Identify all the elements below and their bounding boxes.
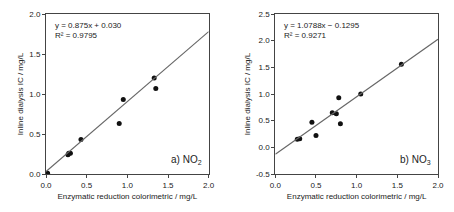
svg-text:0.5: 0.5 [81, 181, 93, 190]
svg-text:Inline dialysis IC / mg/L: Inline dialysis IC / mg/L [243, 52, 252, 135]
svg-text:1.0: 1.0 [122, 181, 134, 190]
svg-text:Enzymatic reduction colorimetr: Enzymatic reduction colorimetric / mg/L [58, 192, 198, 201]
svg-text:1.0: 1.0 [351, 181, 363, 190]
svg-text:1.5: 1.5 [29, 50, 41, 59]
svg-text:1.5: 1.5 [392, 181, 404, 190]
svg-text:2.0: 2.0 [203, 181, 215, 190]
svg-text:0.0: 0.0 [29, 170, 41, 179]
svg-text:Enzymatic reduction colorimetr: Enzymatic reduction colorimetric / mg/L [287, 192, 427, 201]
svg-text:1.5: 1.5 [162, 181, 174, 190]
svg-text:1.5: 1.5 [259, 63, 271, 72]
svg-text:2.0: 2.0 [259, 36, 271, 45]
svg-text:0.0: 0.0 [270, 181, 282, 190]
svg-text:2.0: 2.0 [29, 10, 41, 19]
svg-text:b) NO​3​: b) NO​3​ [400, 154, 431, 166]
svg-text:Inline dialysis IC / mg/L: Inline dialysis IC / mg/L [16, 52, 25, 135]
svg-text:0.5: 0.5 [259, 116, 271, 125]
svg-text:1.0: 1.0 [259, 90, 271, 99]
svg-text:2.5: 2.5 [259, 10, 271, 19]
svg-text:0.0: 0.0 [40, 181, 52, 190]
svg-text:2.0: 2.0 [432, 181, 444, 190]
svg-text:1.0: 1.0 [29, 90, 41, 99]
svg-text:0.5: 0.5 [310, 181, 322, 190]
svg-text:a) NO​2​: a) NO​2​ [171, 154, 202, 166]
svg-text:0.0: 0.0 [259, 143, 271, 152]
svg-text:y = 0.875x + 0.030R² = 0.9795: y = 0.875x + 0.030R² = 0.9795 [55, 21, 122, 40]
svg-text:0.5: 0.5 [29, 130, 41, 139]
svg-text:-0.5: -0.5 [256, 170, 270, 179]
svg-text:y = 1.0788x − 0.1295R² = 0.927: y = 1.0788x − 0.1295R² = 0.9271 [284, 21, 360, 40]
